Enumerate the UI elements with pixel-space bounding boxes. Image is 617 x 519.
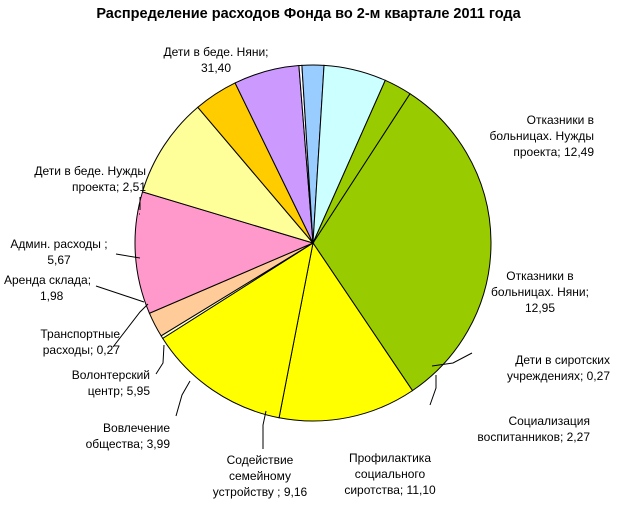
label-deti-v-bede-nuzhdy: Дети в беде. Нужды проекта; 2,51 (34, 164, 146, 194)
leader-line-7 (262, 410, 267, 449)
pie-slice-12 (312, 79, 411, 244)
pie-slice-2 (162, 241, 314, 419)
leader-line-2 (115, 253, 141, 259)
label-deti-v-sirotskih: Дети в сиротских учреждениях; 0,27 (506, 353, 610, 383)
label-vovlechenie: Вовлечение общества; 3,99 (85, 421, 170, 451)
pie-slice-5 (134, 191, 315, 314)
leader-line-5 (155, 344, 165, 375)
leader-line-9 (431, 352, 473, 367)
label-otkazniki-nuzhdy: Отказники в больницах. Нужды проекта; 12,4… (489, 113, 594, 159)
pie-slice-1 (278, 241, 414, 422)
label-transportnye: Транспортные расходы; 0,27 (40, 327, 120, 357)
label-admin-rashody: Админ. расходы ; 5,67 (10, 237, 108, 267)
pie-slice-6 (141, 106, 315, 244)
chart-title: Распределение расходов Фонда во 2-м квар… (96, 6, 521, 22)
leader-line-3 (95, 285, 145, 303)
label-deti-v-bede-nyani: Дети в беде. Няни; 31,40 (163, 45, 269, 75)
leader-line-4 (112, 303, 149, 348)
label-sodeystvie: Содействие семейному устройству ; 9,16 (212, 453, 308, 499)
label-otkazniki-nyani: Отказники в больницах. Няни; 12,95 (491, 269, 589, 315)
label-arenda-sklada: Аренда склада; 1,98 (4, 273, 92, 303)
label-profilaktika: Профилактика социального сиротства; 11,10 (344, 451, 436, 497)
label-volonterskiy: Волонтерский центр; 5,95 (71, 368, 150, 398)
label-socializaciya: Социализация воспитанников; 2,27 (477, 414, 590, 444)
pie-slice-0 (312, 93, 492, 392)
leader-line-8 (429, 375, 437, 406)
leader-line-6 (175, 380, 191, 417)
